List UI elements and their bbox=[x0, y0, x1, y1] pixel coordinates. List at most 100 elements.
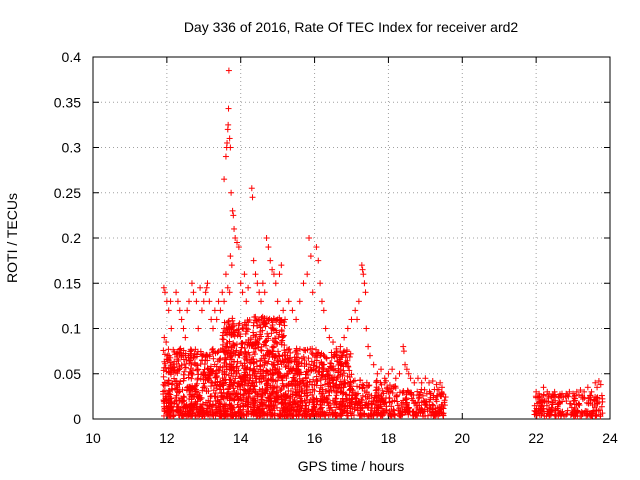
data-point bbox=[240, 406, 247, 413]
data-point bbox=[236, 320, 243, 327]
data-point bbox=[272, 280, 279, 287]
data-point bbox=[161, 398, 168, 405]
data-point bbox=[275, 358, 282, 365]
data-point bbox=[204, 405, 211, 412]
data-point bbox=[174, 403, 181, 410]
data-point bbox=[308, 367, 315, 374]
data-point bbox=[240, 391, 247, 398]
data-point bbox=[210, 325, 217, 332]
data-point bbox=[327, 360, 334, 367]
data-point bbox=[217, 307, 224, 314]
data-point bbox=[264, 382, 271, 389]
data-point bbox=[252, 409, 259, 416]
data-point bbox=[262, 352, 269, 359]
data-point bbox=[189, 393, 196, 400]
data-point bbox=[253, 318, 260, 325]
data-point bbox=[358, 262, 365, 269]
data-point bbox=[267, 257, 274, 264]
data-point bbox=[422, 375, 429, 382]
data-point bbox=[194, 398, 201, 405]
data-point bbox=[228, 361, 235, 368]
data-point bbox=[269, 319, 276, 326]
data-point bbox=[246, 390, 253, 397]
data-markers bbox=[160, 67, 606, 420]
data-point bbox=[414, 375, 421, 382]
data-point bbox=[411, 379, 418, 386]
data-point bbox=[176, 363, 183, 370]
data-point bbox=[202, 352, 209, 359]
data-point bbox=[330, 339, 337, 346]
data-point bbox=[359, 266, 366, 273]
data-point bbox=[250, 257, 257, 264]
grid-lines bbox=[93, 57, 610, 419]
data-point bbox=[161, 351, 168, 358]
data-point bbox=[258, 347, 265, 354]
data-point bbox=[180, 356, 187, 363]
data-point bbox=[189, 409, 196, 416]
data-point bbox=[346, 367, 353, 374]
data-point bbox=[321, 361, 328, 368]
data-point bbox=[182, 364, 189, 371]
x-tick-labels: 10 12 14 16 18 20 22 24 bbox=[85, 430, 618, 446]
data-point bbox=[231, 333, 238, 340]
data-point bbox=[307, 253, 314, 260]
data-point bbox=[187, 357, 194, 364]
data-point bbox=[236, 352, 243, 359]
data-point bbox=[231, 379, 238, 386]
data-point bbox=[222, 271, 229, 278]
data-point bbox=[314, 398, 321, 405]
data-point bbox=[174, 298, 181, 305]
data-point bbox=[210, 355, 217, 362]
data-point bbox=[418, 379, 425, 386]
data-point bbox=[208, 392, 215, 399]
data-point bbox=[225, 386, 232, 393]
data-point bbox=[347, 350, 354, 357]
data-point bbox=[200, 298, 207, 305]
data-point bbox=[176, 407, 183, 414]
data-point bbox=[298, 360, 305, 367]
data-point bbox=[249, 356, 256, 363]
data-point bbox=[201, 383, 208, 390]
data-point bbox=[189, 386, 196, 393]
data-point bbox=[176, 346, 183, 353]
data-point bbox=[193, 351, 200, 358]
data-point bbox=[355, 298, 362, 305]
data-point bbox=[289, 307, 296, 314]
data-point bbox=[175, 380, 182, 387]
data-point bbox=[237, 348, 244, 355]
data-point bbox=[227, 144, 234, 151]
y-tick-label: 0.2 bbox=[62, 230, 82, 246]
data-point bbox=[162, 364, 169, 371]
data-point bbox=[171, 358, 178, 365]
data-point bbox=[237, 407, 244, 414]
data-point bbox=[209, 346, 216, 353]
data-point bbox=[214, 394, 221, 401]
x-axis-label: GPS time / hours bbox=[298, 458, 405, 474]
data-point bbox=[354, 316, 361, 323]
data-point bbox=[165, 368, 172, 375]
data-point bbox=[348, 371, 355, 378]
y-tick-label: 0 bbox=[73, 411, 81, 427]
data-point bbox=[188, 410, 195, 417]
data-point bbox=[337, 378, 344, 385]
data-point bbox=[263, 397, 270, 404]
data-point bbox=[179, 386, 186, 393]
data-point bbox=[341, 370, 348, 377]
data-point bbox=[167, 407, 174, 414]
data-point bbox=[270, 344, 277, 351]
data-point bbox=[231, 388, 238, 395]
data-point bbox=[265, 244, 272, 251]
data-point bbox=[194, 376, 201, 383]
data-point bbox=[225, 105, 232, 112]
data-point bbox=[265, 333, 272, 340]
data-point bbox=[205, 397, 212, 404]
data-point bbox=[270, 359, 277, 366]
data-point bbox=[197, 284, 204, 291]
data-point bbox=[237, 386, 244, 393]
data-point bbox=[199, 413, 206, 420]
data-point bbox=[272, 335, 279, 342]
data-point bbox=[392, 375, 399, 382]
data-point bbox=[344, 325, 351, 332]
data-point bbox=[249, 342, 256, 349]
data-point bbox=[200, 370, 207, 377]
